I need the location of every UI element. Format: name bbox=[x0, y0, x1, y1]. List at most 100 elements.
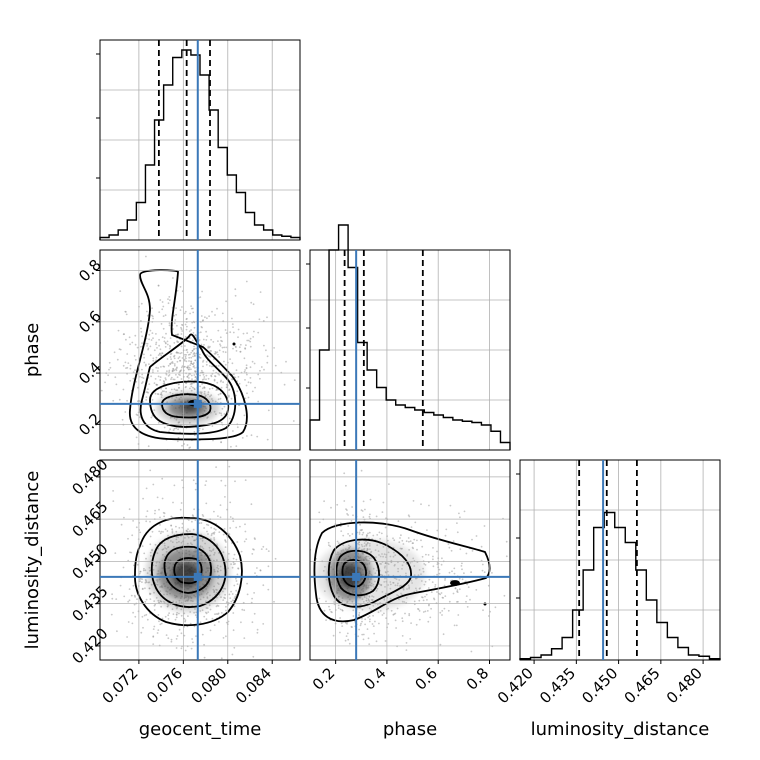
scatter-point bbox=[114, 552, 117, 554]
scatter-point bbox=[413, 538, 416, 541]
scatter-point bbox=[123, 516, 125, 519]
scatter-point bbox=[249, 340, 252, 343]
histogram-phase bbox=[309, 224, 511, 450]
scatter-point bbox=[432, 558, 434, 561]
scatter-point bbox=[159, 376, 162, 378]
scatter-point bbox=[141, 581, 143, 583]
ylabel-phase: phase bbox=[22, 323, 43, 377]
scatter-point bbox=[225, 635, 227, 638]
scatter-point bbox=[168, 296, 171, 298]
scatter-point bbox=[367, 532, 369, 535]
scatter-point bbox=[254, 572, 256, 574]
scatter-point bbox=[447, 543, 450, 545]
scatter-point bbox=[183, 612, 186, 615]
scatter-point bbox=[210, 375, 213, 378]
scatter-point bbox=[205, 363, 208, 366]
scatter-point bbox=[141, 587, 144, 590]
scatter-point bbox=[213, 510, 215, 513]
scatter-point bbox=[372, 534, 375, 537]
scatter-point bbox=[249, 381, 252, 384]
scatter-point bbox=[199, 385, 202, 388]
scatter-point bbox=[361, 620, 363, 623]
scatter-point bbox=[198, 353, 201, 356]
scatter-point bbox=[186, 444, 189, 446]
scatter-point bbox=[164, 615, 167, 618]
scatter-point bbox=[193, 374, 196, 376]
panel-geocent-time-histogram bbox=[96, 40, 301, 240]
scatter-point bbox=[352, 615, 355, 617]
scatter-point bbox=[337, 542, 340, 544]
scatter-point bbox=[229, 516, 232, 518]
scatter-point bbox=[146, 345, 149, 347]
scatter-point bbox=[190, 360, 193, 363]
scatter-point bbox=[97, 490, 99, 492]
scatter-point bbox=[228, 465, 231, 468]
scatter-point bbox=[233, 373, 235, 376]
scatter-point bbox=[130, 594, 133, 597]
scatter-point bbox=[153, 609, 156, 611]
scatter-point bbox=[235, 350, 238, 352]
scatter-point bbox=[234, 595, 237, 598]
scatter-point bbox=[455, 624, 458, 627]
scatter-point bbox=[350, 520, 353, 522]
scatter-point bbox=[223, 346, 226, 349]
scatter-point bbox=[217, 365, 220, 367]
x-tick-label: 0.6 bbox=[411, 664, 441, 694]
scatter-point bbox=[424, 580, 427, 583]
scatter-point bbox=[222, 381, 225, 384]
scatter-point bbox=[175, 525, 177, 528]
scatter-point bbox=[166, 358, 169, 360]
scatter-point bbox=[224, 540, 227, 542]
scatter-point bbox=[491, 572, 493, 574]
scatter-point bbox=[156, 370, 159, 372]
scatter-point bbox=[205, 378, 207, 381]
scatter-point bbox=[305, 619, 307, 621]
scatter-point bbox=[142, 497, 145, 500]
scatter-point bbox=[181, 526, 184, 529]
scatter-point bbox=[346, 622, 348, 625]
scatter-point bbox=[217, 612, 220, 615]
scatter-point bbox=[219, 392, 222, 395]
scatter-point bbox=[452, 540, 455, 542]
scatter-point bbox=[153, 409, 156, 411]
scatter-point bbox=[246, 435, 248, 437]
scatter-point bbox=[220, 412, 223, 415]
scatter-point bbox=[128, 599, 131, 602]
scatter-point bbox=[163, 512, 166, 515]
scatter-point bbox=[267, 588, 270, 591]
scatter-point bbox=[165, 390, 168, 393]
scatter-point bbox=[373, 632, 375, 635]
scatter-point bbox=[133, 564, 135, 567]
scatter-point bbox=[201, 609, 204, 612]
scatter-point bbox=[132, 520, 135, 522]
scatter-point bbox=[384, 526, 387, 529]
scatter-point bbox=[202, 365, 204, 368]
scatter-point bbox=[181, 306, 183, 308]
scatter-point bbox=[148, 333, 151, 336]
scatter-point bbox=[202, 359, 205, 362]
scatter-point bbox=[165, 373, 168, 376]
scatter-point bbox=[218, 349, 221, 352]
scatter-point bbox=[421, 596, 423, 598]
scatter-point bbox=[133, 355, 136, 357]
scatter-point bbox=[134, 615, 137, 618]
scatter-point bbox=[116, 630, 118, 633]
scatter-point bbox=[256, 567, 258, 569]
scatter-point bbox=[180, 352, 183, 354]
scatter-point bbox=[145, 613, 148, 616]
scatter-point bbox=[260, 548, 263, 550]
scatter-point bbox=[225, 601, 228, 604]
scatter-point bbox=[145, 598, 148, 601]
truth-marker bbox=[193, 572, 202, 581]
scatter-point bbox=[274, 364, 277, 367]
scatter-point bbox=[203, 643, 206, 646]
scatter-point bbox=[132, 584, 135, 587]
scatter-point bbox=[207, 345, 210, 348]
scatter-point bbox=[140, 320, 142, 322]
scatter-point bbox=[212, 439, 214, 442]
scatter-point bbox=[198, 339, 201, 341]
scatter-point bbox=[181, 444, 183, 447]
scatter-point bbox=[412, 500, 415, 502]
scatter-point bbox=[236, 583, 239, 585]
scatter-point bbox=[232, 557, 235, 560]
